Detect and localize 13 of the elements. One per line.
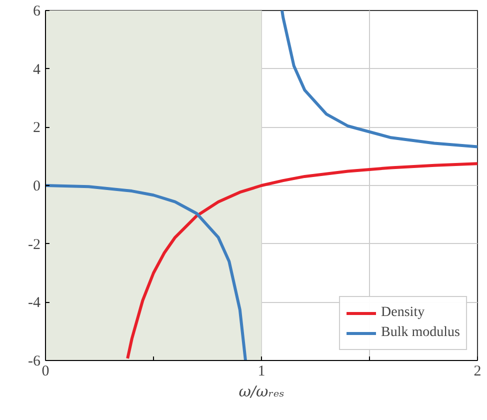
legend-label: Density — [381, 305, 425, 321]
legend-label: Bulk modulus — [381, 325, 460, 341]
y-tick-label: 0 — [33, 178, 40, 194]
x-tick-label: 2 — [474, 364, 482, 380]
line-series — [126, 162, 478, 360]
y-tick-label: 6 — [33, 4, 41, 20]
y-tick-label: 2 — [33, 120, 40, 136]
y-tick-label: 4 — [33, 62, 41, 78]
y-tick-label: -4 — [28, 295, 41, 312]
y-tick-label: -6 — [28, 354, 41, 370]
x-axis-title: ω/ωᵣₑₛ — [238, 382, 284, 400]
y-tick-label: -2 — [28, 236, 41, 253]
x-tick-label: 1 — [258, 364, 266, 380]
